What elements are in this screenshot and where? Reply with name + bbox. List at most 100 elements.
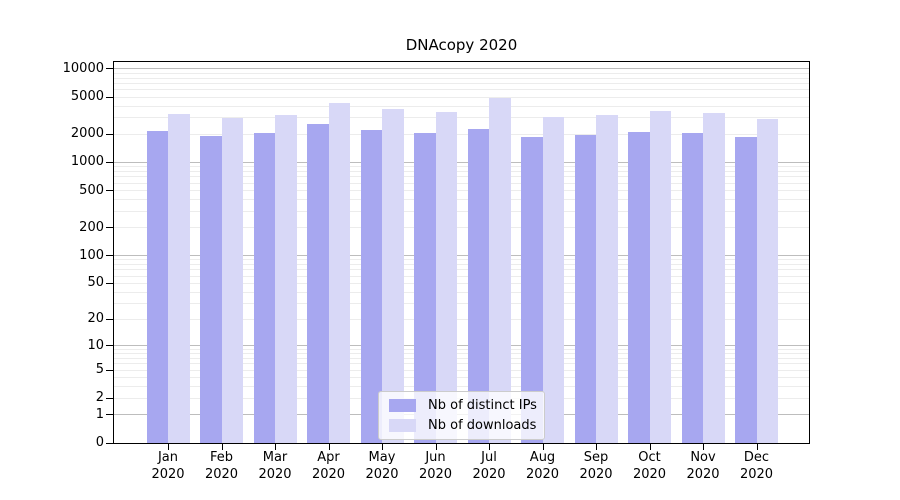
bar-downloads-jul: [489, 97, 511, 443]
bar-distinct-ips-feb: [200, 136, 222, 443]
y-tick-label: 2000: [70, 126, 104, 142]
gridline: [113, 349, 810, 350]
y-tick-label: 1000: [70, 154, 104, 170]
y-tick-label: 5000: [70, 89, 104, 105]
gridline: [113, 255, 810, 257]
y-axis-tick: [106, 282, 113, 284]
y-tick-label: 10: [87, 337, 104, 353]
x-axis-tick: [542, 444, 544, 450]
legend-swatch-distinct-ips: [389, 399, 416, 412]
gridline: [113, 353, 810, 355]
bar-distinct-ips-apr: [307, 123, 329, 443]
y-tick-label: 100: [79, 247, 104, 263]
bar-downloads-sep: [596, 114, 618, 443]
gridline: [113, 82, 810, 84]
gridline: [113, 386, 810, 388]
y-axis-tick: [106, 68, 113, 70]
y-tick-label: 200: [79, 219, 104, 235]
bar-distinct-ips-mar: [253, 132, 275, 443]
legend-entry-downloads: Nb of downloads: [389, 418, 537, 433]
bar-downloads-jun: [435, 112, 457, 443]
gridline: [113, 303, 810, 305]
gridline: [113, 176, 810, 178]
bar-distinct-ips-dec: [735, 137, 757, 443]
bar-downloads-may: [382, 109, 404, 443]
y-tick-label: 10000: [62, 60, 104, 76]
y-tick-label: 0: [95, 435, 104, 450]
bar-distinct-ips-oct: [628, 132, 650, 443]
x-axis-tick: [596, 444, 597, 450]
gridline: [113, 377, 810, 379]
y-tick-label: 1: [95, 406, 104, 422]
x-axis-tick: [275, 444, 276, 450]
gridline: [113, 72, 810, 74]
y-axis-tick: [106, 318, 113, 320]
gridline: [113, 282, 810, 284]
legend-entry-distinct-ips: Nb of distinct IPs: [389, 398, 537, 413]
x-axis-tick: [328, 444, 330, 450]
gridline: [113, 227, 810, 229]
gridline: [113, 210, 810, 212]
y-tick-label: 20: [87, 311, 104, 327]
y-axis-tick: [106, 345, 113, 347]
x-tick-label: Sep 2020: [579, 450, 613, 482]
gridline: [113, 133, 810, 135]
y-axis-tick: [106, 255, 113, 257]
gridline: [113, 161, 810, 163]
bar-downloads-jan: [168, 114, 190, 443]
gridline: [113, 345, 810, 347]
y-axis-tick: [106, 133, 113, 135]
y-tick-label: 2: [95, 390, 104, 406]
gridline: [113, 363, 810, 365]
bar-distinct-ips-nov: [681, 133, 703, 443]
x-axis-tick: [435, 444, 437, 450]
axes-spines: [113, 61, 810, 444]
legend-swatch-downloads: [389, 419, 416, 432]
gridline: [113, 77, 810, 79]
gridline: [113, 68, 810, 70]
x-axis-tick: [756, 444, 758, 450]
x-tick-label: Aug 2020: [525, 450, 560, 482]
gridline: [113, 89, 810, 91]
y-axis-tick: [106, 190, 113, 192]
bar-distinct-ips-jul: [467, 128, 489, 443]
gridline: [113, 96, 810, 98]
gridline: [113, 166, 810, 168]
gridline: [113, 117, 810, 119]
x-tick-label: Apr 2020: [311, 450, 346, 482]
y-axis-tick: [106, 414, 113, 416]
gridline: [113, 259, 810, 261]
bar-distinct-ips-may: [360, 129, 382, 443]
legend-label-downloads: Nb of downloads: [428, 418, 537, 433]
x-axis-tick: [649, 444, 651, 450]
gridline: [113, 190, 810, 192]
y-axis-tick: [106, 369, 113, 371]
y-tick-label: 5: [95, 362, 104, 378]
bar-downloads-nov: [703, 112, 725, 443]
bar-downloads-apr: [328, 102, 350, 443]
x-axis-tick: [703, 444, 704, 450]
gridline: [113, 291, 810, 293]
bar-distinct-ips-aug: [521, 137, 543, 443]
x-tick-label: Mar 2020: [258, 450, 292, 482]
y-axis-tick: [106, 227, 113, 229]
x-axis-tick: [168, 444, 169, 450]
bar-downloads-feb: [221, 117, 243, 443]
bar-downloads-aug: [542, 117, 564, 443]
gridline: [113, 264, 810, 266]
gridline: [113, 358, 810, 360]
bar-distinct-ips-sep: [574, 135, 596, 443]
y-axis-tick: [106, 161, 113, 163]
x-tick-label: Oct 2020: [632, 450, 667, 482]
x-tick-label: May 2020: [365, 450, 399, 482]
gridline: [113, 105, 810, 107]
x-tick-label: Feb 2020: [204, 450, 239, 482]
x-tick-label: Jan 2020: [151, 450, 185, 482]
y-axis-tick: [106, 96, 113, 98]
gridline: [113, 318, 810, 320]
x-axis-tick: [489, 444, 490, 450]
y-tick-label: 50: [87, 275, 104, 291]
x-axis-tick: [382, 444, 383, 450]
y-axis-tick: [106, 442, 113, 444]
